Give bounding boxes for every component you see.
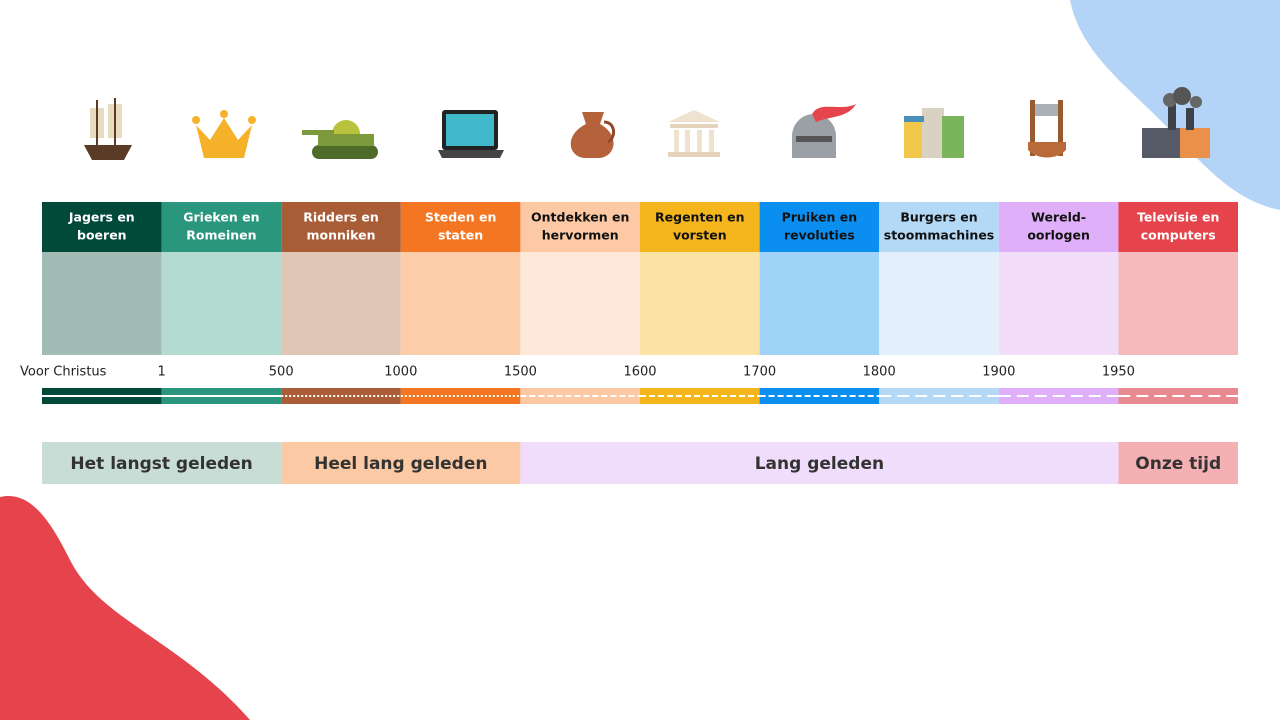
icon-guillotine xyxy=(1028,100,1066,158)
era-body xyxy=(759,252,880,355)
era-label: Pruiken en xyxy=(782,210,858,225)
period-label: Onze tijd xyxy=(1135,454,1221,474)
era-label: monniken xyxy=(306,228,375,243)
period-box xyxy=(281,442,521,484)
year-label: Voor Christus xyxy=(20,365,107,380)
era-strip xyxy=(400,388,521,404)
icon-factory xyxy=(1142,87,1210,158)
year-label: 1500 xyxy=(504,365,537,380)
era-label: Wereld- xyxy=(1031,210,1086,225)
year-label: 1000 xyxy=(384,365,417,380)
period-label: Het langst geleden xyxy=(70,454,252,474)
era-label: Televisie en xyxy=(1137,210,1219,225)
icon-ship xyxy=(84,98,132,160)
era-label: Steden en xyxy=(425,210,497,225)
era-header xyxy=(42,202,162,252)
icon-crown xyxy=(192,110,256,158)
era-label: Ridders en xyxy=(303,210,379,225)
era-label: revoluties xyxy=(784,228,855,243)
era-body xyxy=(998,252,1119,355)
era-header xyxy=(161,202,282,252)
year-label: 1950 xyxy=(1102,365,1135,380)
era-label: Grieken en xyxy=(183,210,259,225)
era-label: computers xyxy=(1141,228,1216,243)
era-header xyxy=(281,202,401,252)
era-label: Burgers en xyxy=(900,210,977,225)
decor-blob-bottom xyxy=(0,495,250,720)
era-body xyxy=(879,252,999,355)
icon-laptop xyxy=(438,110,504,158)
era-header xyxy=(879,202,999,252)
era-label: Jagers en xyxy=(68,210,135,225)
era-body xyxy=(42,252,162,355)
icon-tank xyxy=(302,120,378,159)
year-label: 1600 xyxy=(623,365,656,380)
period-label: Lang geleden xyxy=(755,454,884,474)
era-label: Regenten en xyxy=(655,210,745,225)
era-body xyxy=(640,252,760,355)
period-box xyxy=(520,442,1119,484)
era-label: boeren xyxy=(77,228,127,243)
era-body xyxy=(520,252,640,355)
era-header xyxy=(759,202,880,252)
period-box xyxy=(42,442,282,484)
icons xyxy=(84,87,1210,160)
era-header xyxy=(520,202,640,252)
era-label: vorsten xyxy=(673,228,727,243)
year-label: 1900 xyxy=(982,365,1015,380)
era-label: Romeinen xyxy=(186,228,256,243)
era-label: hervormen xyxy=(542,228,619,243)
era-header xyxy=(400,202,521,252)
era-header xyxy=(998,202,1119,252)
icon-houses xyxy=(904,108,964,158)
year-label: 1700 xyxy=(743,365,776,380)
era-label: Ontdekken en xyxy=(531,210,629,225)
icon-helmet xyxy=(792,104,856,158)
period-box xyxy=(1118,442,1238,484)
era-body xyxy=(1118,252,1238,355)
era-body xyxy=(281,252,401,355)
era-label: stoommachines xyxy=(884,228,995,243)
era-strip xyxy=(281,388,401,404)
year-label: 500 xyxy=(269,365,294,380)
era-header xyxy=(1118,202,1238,252)
era-header xyxy=(640,202,760,252)
period-label: Heel lang geleden xyxy=(314,454,487,474)
era-label: oorlogen xyxy=(1027,228,1090,243)
icon-temple xyxy=(668,110,720,157)
era-body xyxy=(161,252,282,355)
era-label: staten xyxy=(438,228,483,243)
year-label: 1 xyxy=(157,365,165,380)
era-body xyxy=(400,252,521,355)
icon-jug xyxy=(570,112,615,158)
year-label: 1800 xyxy=(863,365,896,380)
